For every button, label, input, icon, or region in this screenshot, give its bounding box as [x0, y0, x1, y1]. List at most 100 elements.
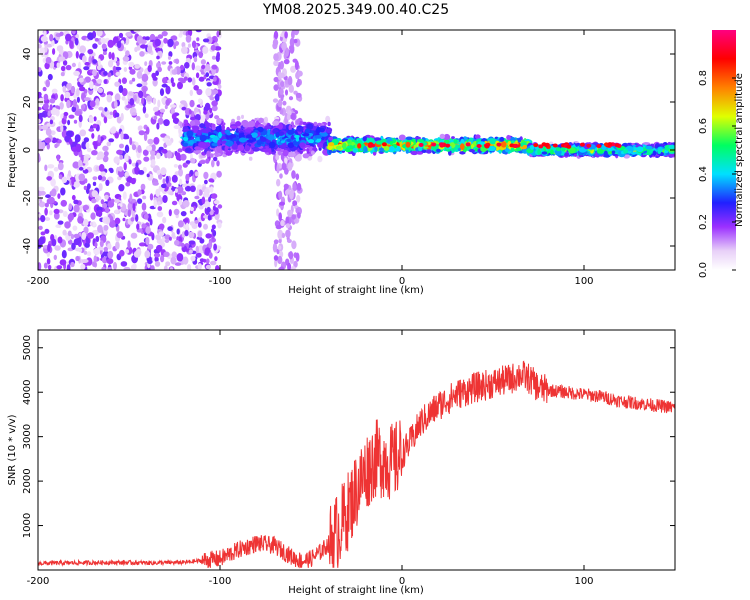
- spectrogram-cell: [174, 239, 180, 246]
- spectrogram-cell: [167, 38, 174, 48]
- spectrogram-cell: [167, 226, 173, 232]
- spectrogram-cell: [108, 51, 112, 60]
- spectrogram-cell: [286, 114, 291, 121]
- spectrogram-cell: [112, 65, 117, 74]
- spectrogram-cell: [578, 147, 587, 153]
- spectrogram-cell: [39, 47, 46, 55]
- spectrogram-cell: [91, 150, 98, 156]
- spectrogram-cell: [83, 66, 90, 71]
- spectrogram-cell: [276, 208, 280, 217]
- spectrogram-cell: [268, 141, 276, 149]
- spectrogram-cell: [170, 35, 178, 41]
- spectrogram-x-tick-label: 100: [574, 276, 593, 287]
- spectrogram-cell: [108, 60, 114, 68]
- spectrogram-cell: [280, 219, 285, 227]
- spectrogram-cell: [187, 186, 191, 192]
- spectrogram-cell: [277, 150, 282, 156]
- spectrogram-cell: [217, 84, 222, 89]
- spectrogram-cell: [195, 72, 200, 79]
- spectrogram-cell: [176, 228, 180, 235]
- spectrogram-cell: [129, 98, 135, 106]
- spectrogram-cell: [181, 42, 186, 48]
- spectrogram-cell: [119, 143, 124, 149]
- spectrogram-cell: [114, 93, 121, 102]
- spectrogram-cell: [60, 199, 67, 207]
- spectrogram-peak: [418, 142, 424, 147]
- spectrogram-cell: [60, 125, 64, 133]
- spectrogram-cell: [51, 88, 58, 94]
- spectrogram-cell: [138, 90, 144, 99]
- spectrogram-cell: [154, 38, 161, 47]
- spectrogram-cell: [66, 99, 71, 109]
- spectrogram-cell: [105, 179, 110, 186]
- spectrogram-cell: [38, 125, 43, 130]
- spectrogram-cell: [46, 43, 53, 48]
- spectrogram-cell: [46, 258, 51, 265]
- spectrogram-cell: [50, 39, 55, 47]
- spectrogram-cell: [247, 120, 256, 128]
- spectrogram-cell: [211, 64, 218, 70]
- spectrogram-cell: [276, 178, 281, 187]
- spectrogram-cell: [180, 211, 187, 217]
- spectrogram-cell: [574, 153, 577, 157]
- spectrogram-cell: [180, 64, 184, 71]
- spectrogram-cell: [657, 148, 662, 154]
- spectrogram-y-label: Frequency (Hz): [7, 112, 18, 188]
- spectrogram-cell: [115, 71, 121, 76]
- spectrogram-cell: [120, 112, 124, 122]
- spectrogram-cell: [568, 147, 576, 154]
- spectrogram-cell: [306, 148, 310, 152]
- spectrogram-cell: [194, 220, 199, 224]
- spectrogram-cell: [188, 140, 195, 145]
- spectrogram-cell: [90, 212, 96, 220]
- spectrogram-cell: [128, 66, 133, 70]
- spectrogram-cell: [125, 182, 131, 187]
- spectrogram-cell: [206, 82, 212, 87]
- spectrogram-cell: [210, 260, 217, 266]
- spectrogram-cell: [176, 252, 184, 262]
- spectrogram-cell: [405, 149, 409, 154]
- spectrogram-cell: [146, 173, 150, 178]
- spectrogram-cell: [134, 63, 141, 69]
- spectrogram-cell: [289, 190, 294, 200]
- spectrogram-cell: [141, 223, 147, 229]
- spectrogram-cell: [139, 51, 145, 57]
- spectrogram-cell: [67, 170, 72, 177]
- spectrogram-cell: [210, 44, 216, 51]
- spectrogram-cell: [181, 106, 187, 111]
- spectrogram-cell: [43, 262, 48, 269]
- spectrogram-cell: [174, 67, 178, 75]
- spectrogram-cell: [325, 115, 331, 123]
- spectrogram-cell: [563, 152, 570, 157]
- spectrogram-cell: [38, 118, 41, 124]
- spectrogram-cell: [165, 261, 171, 267]
- spectrogram-cell: [74, 110, 82, 116]
- spectrogram-cell: [43, 93, 49, 101]
- spectrogram-cell: [549, 149, 554, 155]
- spectrogram-cell: [273, 76, 279, 83]
- spectrogram-cell: [93, 141, 98, 150]
- spectrogram-cell: [196, 37, 200, 42]
- spectrogram-cell: [165, 99, 170, 106]
- spectrogram-cell: [162, 216, 167, 224]
- spectrogram-cell: [132, 203, 136, 212]
- spectrogram-cell: [182, 256, 189, 265]
- spectrogram-cell: [156, 152, 161, 159]
- spectrogram-cell: [549, 141, 554, 145]
- spectrogram-cell: [236, 139, 241, 145]
- spectrogram-cell: [98, 106, 104, 111]
- spectrogram-cell: [99, 240, 104, 248]
- spectrogram-cell: [389, 140, 393, 146]
- spectrogram-cell: [163, 251, 170, 258]
- spectrogram-cell: [319, 127, 325, 133]
- spectrogram-cell: [623, 148, 629, 154]
- spectrogram-cell: [66, 264, 71, 270]
- spectrogram-cell: [163, 37, 168, 44]
- spectrogram-cell: [198, 76, 205, 82]
- spectrogram-cell: [68, 203, 73, 211]
- spectrogram-cell: [113, 198, 121, 203]
- spectrogram-cell: [59, 102, 64, 110]
- spectrogram-cell: [290, 266, 296, 270]
- spectrogram-cell: [362, 136, 367, 142]
- spectrogram-cell: [254, 121, 259, 128]
